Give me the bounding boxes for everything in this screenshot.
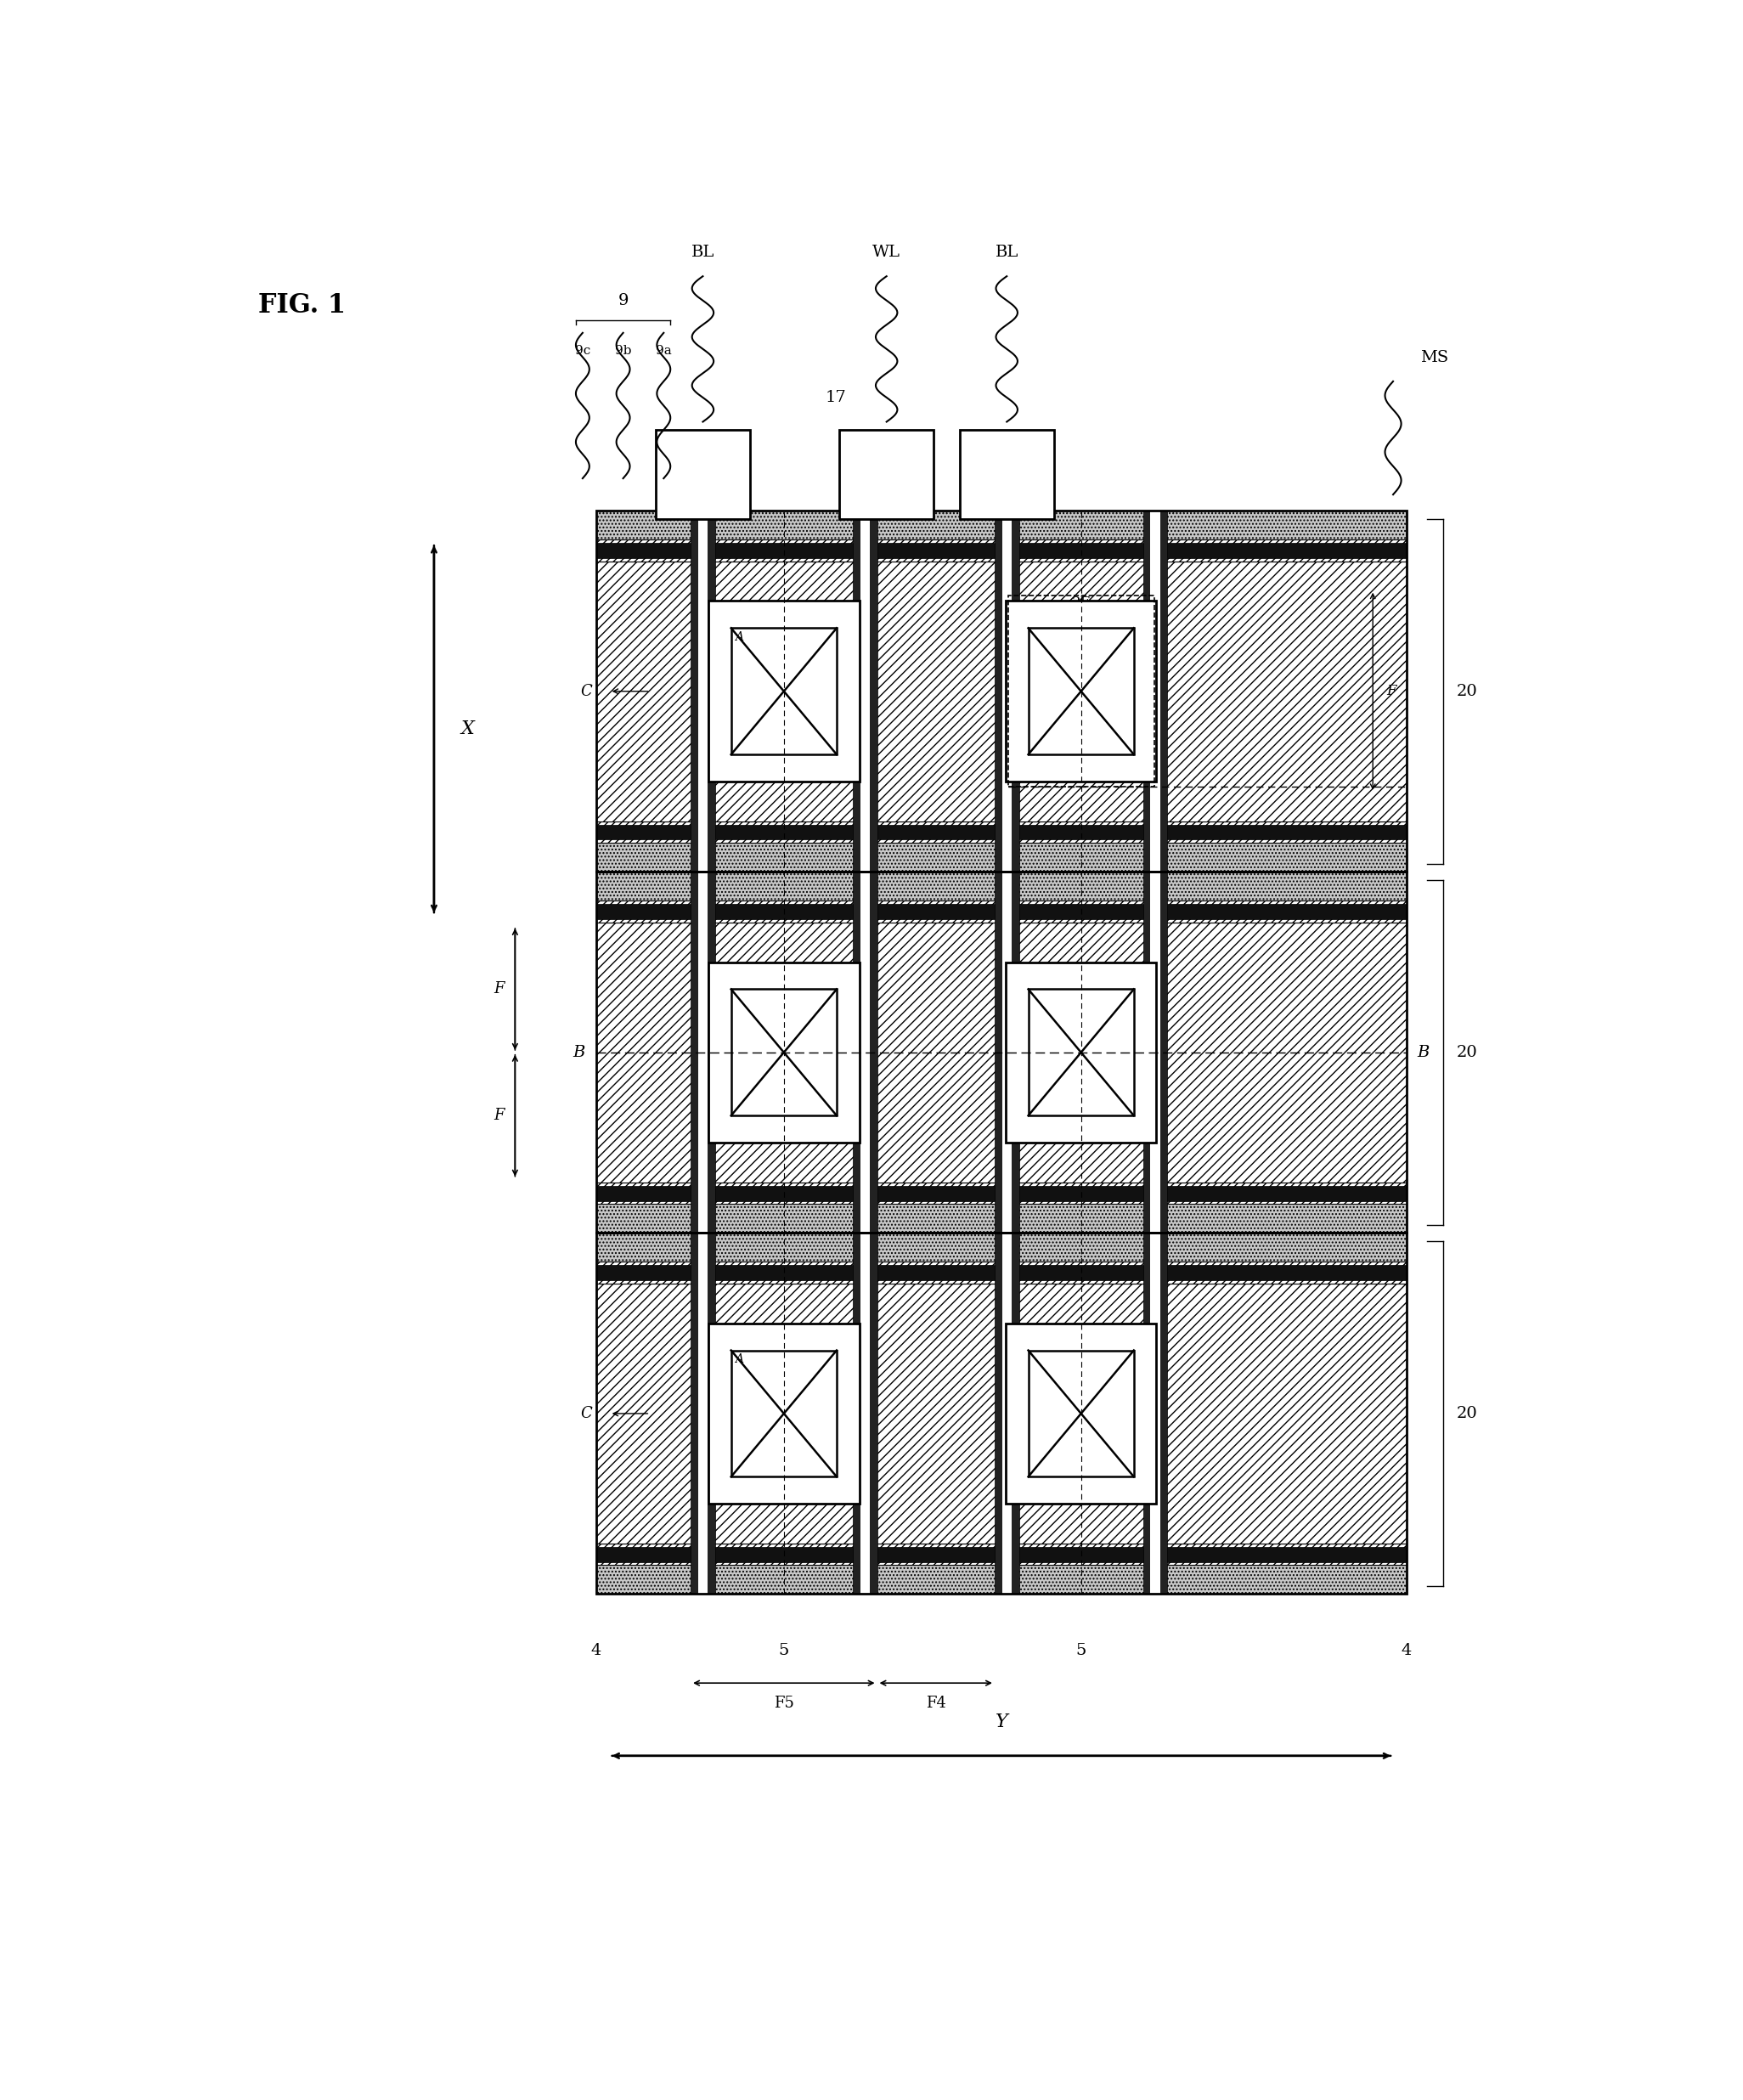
- Bar: [596, 922, 1407, 1182]
- Bar: [708, 601, 859, 781]
- Bar: [995, 510, 1020, 1594]
- Bar: [1006, 1323, 1156, 1504]
- Bar: [1143, 510, 1168, 1594]
- Bar: [596, 901, 1407, 922]
- Bar: [596, 903, 1407, 920]
- Text: B: B: [1417, 1046, 1429, 1060]
- Text: F: F: [1386, 685, 1396, 699]
- Text: 17: 17: [824, 391, 845, 405]
- Text: F5: F5: [774, 1697, 795, 1711]
- Bar: [596, 1548, 1407, 1562]
- Bar: [838, 430, 934, 519]
- Bar: [690, 510, 715, 1594]
- Bar: [1028, 989, 1135, 1115]
- Text: 5: 5: [1075, 1642, 1086, 1657]
- Bar: [1150, 510, 1161, 1594]
- Text: WL: WL: [873, 246, 901, 260]
- Bar: [596, 544, 1407, 559]
- Text: 9a: 9a: [655, 344, 671, 357]
- Text: B: B: [573, 1046, 586, 1060]
- Bar: [596, 1186, 1407, 1201]
- Bar: [730, 628, 837, 754]
- Bar: [1006, 601, 1156, 781]
- Bar: [708, 1323, 859, 1504]
- Bar: [852, 510, 877, 1594]
- Bar: [1002, 510, 1011, 1594]
- Text: 5: 5: [779, 1642, 790, 1657]
- Text: 9c: 9c: [575, 344, 591, 357]
- Text: 9: 9: [617, 294, 629, 309]
- Text: BL: BL: [995, 246, 1018, 260]
- Bar: [655, 430, 749, 519]
- Text: MS: MS: [1421, 351, 1448, 365]
- Bar: [596, 1283, 1407, 1544]
- Bar: [596, 1264, 1407, 1281]
- Bar: [959, 430, 1055, 519]
- Text: F: F: [493, 1109, 504, 1124]
- Text: A: A: [736, 632, 744, 643]
- Text: FIG. 1: FIG. 1: [258, 292, 345, 319]
- Bar: [596, 1544, 1407, 1564]
- Bar: [1028, 628, 1135, 754]
- Bar: [596, 821, 1407, 842]
- Bar: [708, 962, 859, 1142]
- Bar: [1028, 1350, 1135, 1476]
- Text: 20: 20: [1457, 685, 1478, 699]
- Text: C: C: [580, 1405, 593, 1422]
- Bar: [596, 561, 1407, 821]
- Bar: [859, 510, 870, 1594]
- Bar: [596, 1203, 1407, 1233]
- Text: 4: 4: [591, 1642, 601, 1657]
- Bar: [730, 1350, 837, 1476]
- Bar: [596, 871, 1407, 1233]
- Text: Y: Y: [995, 1714, 1007, 1732]
- Bar: [730, 989, 837, 1115]
- Bar: [596, 825, 1407, 840]
- Text: C: C: [580, 685, 593, 699]
- Text: 4: 4: [1401, 1642, 1412, 1657]
- Bar: [1006, 962, 1156, 1142]
- Bar: [596, 1262, 1407, 1283]
- Text: 20: 20: [1457, 1405, 1478, 1422]
- Bar: [596, 842, 1407, 871]
- Bar: [596, 1182, 1407, 1203]
- Text: 20: 20: [1457, 1046, 1478, 1060]
- Text: 9b: 9b: [615, 344, 631, 357]
- Bar: [596, 1233, 1407, 1594]
- Text: 2F: 2F: [1072, 596, 1091, 611]
- Bar: [596, 871, 1407, 901]
- Bar: [596, 510, 1407, 872]
- Bar: [697, 510, 708, 1594]
- Text: X: X: [460, 720, 474, 739]
- Bar: [596, 1564, 1407, 1594]
- Text: A: A: [736, 1354, 744, 1365]
- Text: F4: F4: [926, 1697, 946, 1711]
- Bar: [1007, 596, 1154, 788]
- Text: BL: BL: [692, 246, 715, 260]
- Bar: [596, 540, 1407, 561]
- Bar: [596, 1233, 1407, 1262]
- Text: F: F: [493, 981, 504, 997]
- Bar: [596, 510, 1407, 540]
